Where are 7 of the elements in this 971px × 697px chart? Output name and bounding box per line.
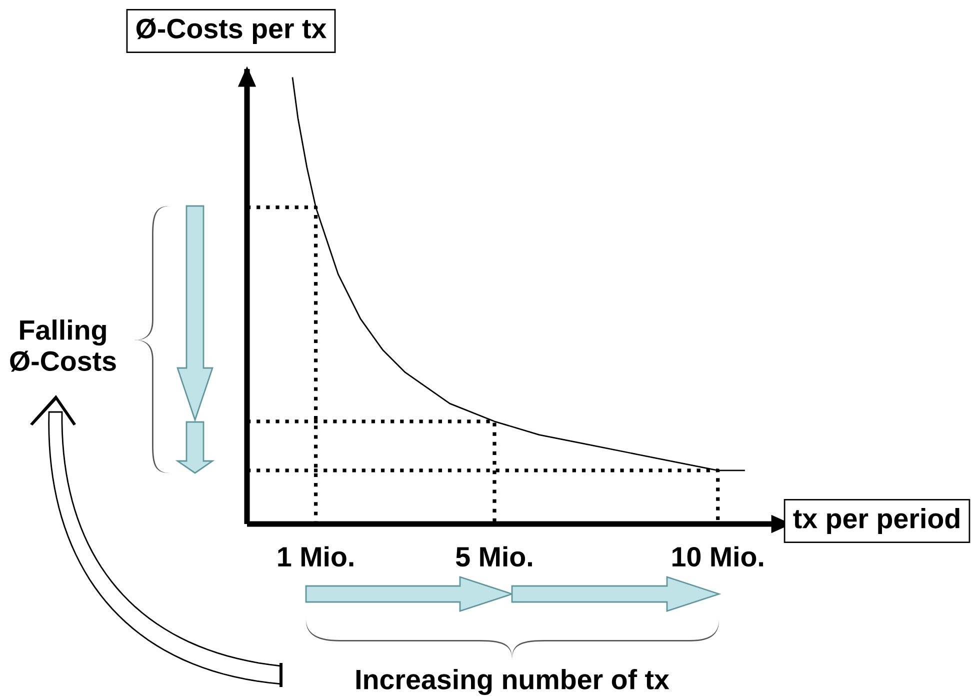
x-tick-label: 1 Mio. (278, 546, 354, 567)
x-tick-label: 10 Mio. (672, 546, 764, 567)
x-axis-title: tx per period (793, 508, 960, 534)
x-tick-label: 5 Mio. (456, 546, 532, 567)
y-axis-title: Ø-Costs per tx (136, 18, 326, 44)
text: Falling Ø-Costs (10, 320, 116, 372)
text: Increasing number of tx (356, 668, 670, 696)
